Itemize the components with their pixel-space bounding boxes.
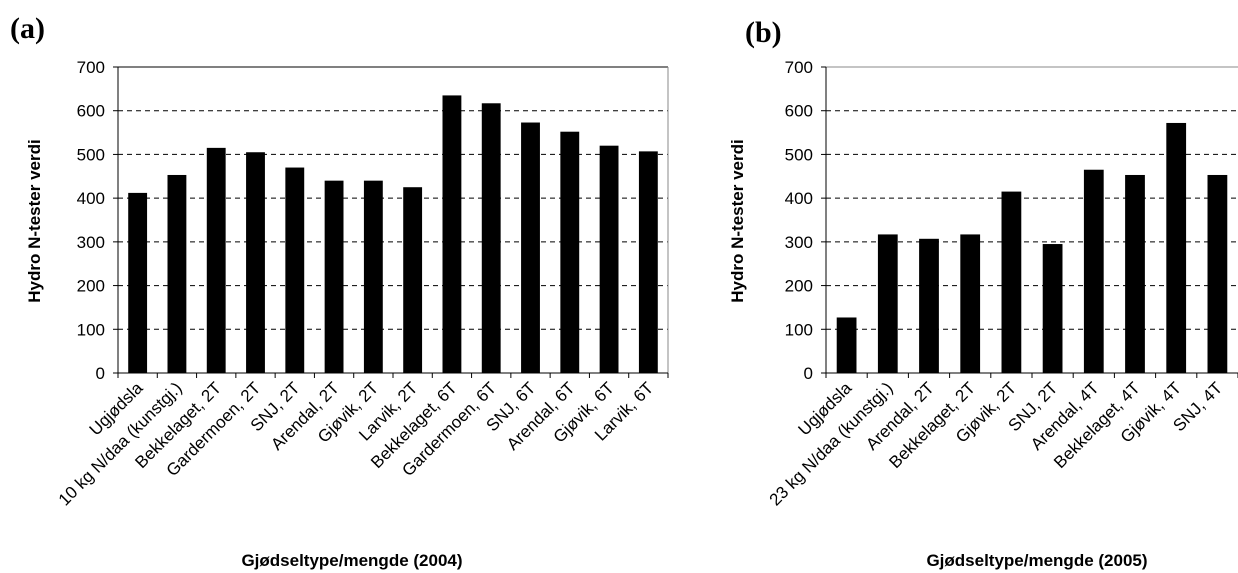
y-tick-label-b-1: 100 bbox=[785, 320, 813, 339]
bar-a-1 bbox=[167, 174, 187, 373]
bar-b-6 bbox=[1083, 169, 1104, 373]
bar-a-4 bbox=[285, 167, 305, 373]
y-tick-label-a-2: 200 bbox=[77, 277, 105, 296]
panel-label-a: (a) bbox=[10, 12, 45, 45]
y-tick-label-b-5: 500 bbox=[785, 145, 813, 164]
bar-a-12 bbox=[599, 145, 619, 373]
y-tick-label-a-0: 0 bbox=[96, 364, 105, 383]
chart-b: (b) Hydro N-tester verdi Gjødseltype/men… bbox=[728, 16, 1238, 570]
bar-b-5 bbox=[1042, 244, 1063, 373]
y-tick-label-a-5: 500 bbox=[77, 145, 105, 164]
bar-a-13 bbox=[638, 151, 658, 373]
bar-a-8 bbox=[442, 95, 462, 374]
chart-a: (a) Hydro N-tester verdi Gjødseltype/men… bbox=[10, 12, 669, 570]
y-axis-title-a: Hydro N-tester verdi bbox=[25, 139, 44, 302]
y-axis-title-b: Hydro N-tester verdi bbox=[728, 139, 747, 302]
y-tick-label-b-0: 0 bbox=[804, 364, 813, 383]
bar-b-7 bbox=[1125, 174, 1145, 373]
bar-b-0 bbox=[836, 317, 857, 373]
y-tick-label-b-3: 300 bbox=[785, 233, 813, 252]
y-tick-label-b-2: 200 bbox=[785, 277, 813, 296]
bar-a-0 bbox=[128, 192, 148, 373]
bar-a-5 bbox=[324, 180, 344, 373]
y-tick-label-b-7: 700 bbox=[785, 58, 813, 77]
y-tick-label-b-6: 600 bbox=[785, 102, 813, 121]
y-tick-label-a-6: 600 bbox=[77, 102, 105, 121]
bar-a-7 bbox=[403, 187, 423, 373]
y-tick-label-a-4: 400 bbox=[77, 189, 105, 208]
bar-b-1 bbox=[877, 234, 898, 373]
bar-b-3 bbox=[960, 234, 981, 373]
panel-label-b: (b) bbox=[745, 16, 782, 49]
y-tick-label-b-4: 400 bbox=[785, 189, 813, 208]
bar-b-4 bbox=[1001, 191, 1022, 373]
y-tick-label-a-3: 300 bbox=[77, 233, 105, 252]
bar-b-9 bbox=[1207, 174, 1228, 373]
bar-b-8 bbox=[1166, 122, 1187, 373]
y-tick-label-a-1: 100 bbox=[77, 320, 105, 339]
x-axis-title-b: Gjødseltype/mengde (2005) bbox=[926, 551, 1147, 570]
bar-a-9 bbox=[481, 103, 501, 373]
bar-b-2 bbox=[919, 238, 939, 373]
bar-a-6 bbox=[363, 180, 383, 373]
bar-a-11 bbox=[560, 131, 580, 373]
bar-a-2 bbox=[206, 147, 226, 373]
y-tick-label-a-7: 700 bbox=[77, 58, 105, 77]
bar-a-3 bbox=[246, 152, 265, 373]
x-axis-title-a: Gjødseltype/mengde (2004) bbox=[241, 551, 462, 570]
bar-a-10 bbox=[521, 122, 540, 373]
